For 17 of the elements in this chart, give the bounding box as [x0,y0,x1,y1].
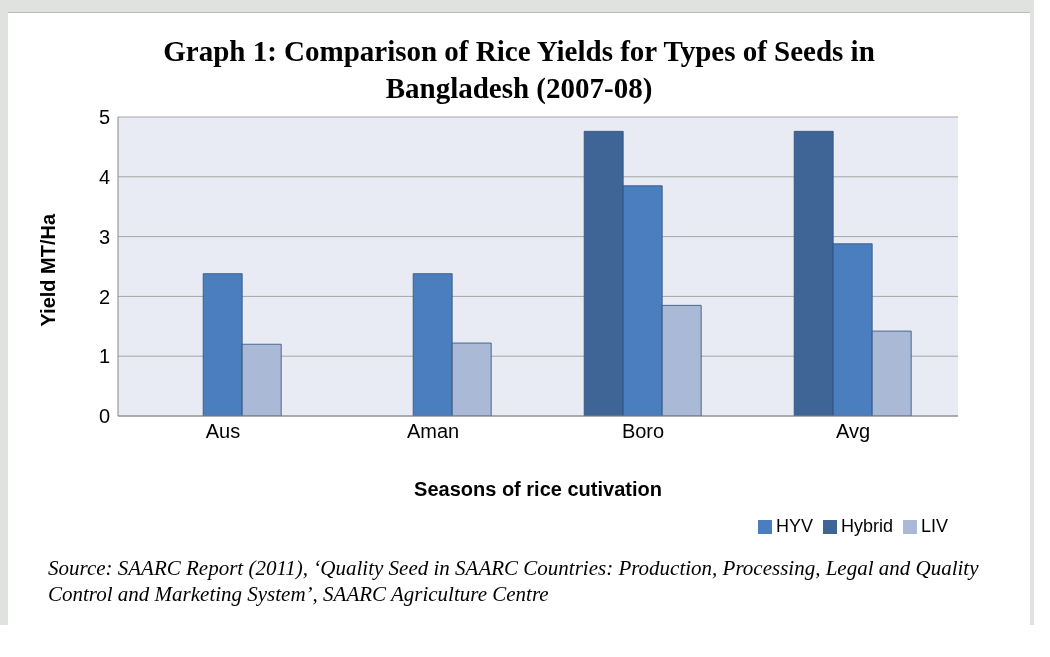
chart-title: Graph 1: Comparison of Rice Yields for Types of Seeds in Bangladesh (2007-08) [162,34,876,106]
x-tick-label: Boro [621,420,665,443]
y-tick-label: 4 [98,165,110,188]
y-axis-title: Yield MT/Ha [37,213,60,327]
legend-label: LIV [920,516,948,536]
y-tick-label: 1 [98,345,110,368]
x-tick-label: Aman [406,420,460,443]
y-tick-label: 2 [98,285,110,308]
x-tick-label: Avg [835,420,871,443]
legend-label: Hybrid [840,516,893,536]
y-tick-label: 5 [98,106,110,129]
source-note: Source: SAARC Report (2011), ‘Quality Seed in SAARC Countries: Production, Processing, Legal and Quality Control and Marketing System’, SAARC Agriculture Centre [47,555,980,608]
x-axis-title: Seasons of rice cutivation [414,478,662,500]
legend-label: HYV [775,516,813,536]
y-tick-label: 0 [98,405,110,428]
y-tick-label: 3 [98,225,110,248]
x-tick-label: Aus [205,420,241,443]
